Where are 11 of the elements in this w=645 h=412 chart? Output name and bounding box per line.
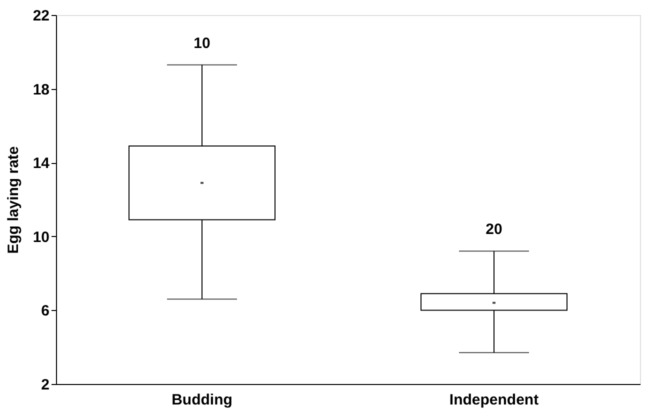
x-tick-label: Budding <box>172 392 232 408</box>
annotation: 10 <box>194 34 210 52</box>
y-axis-title: Egg laying rate <box>4 146 22 254</box>
x-tick-label: Independent <box>449 392 539 408</box>
y-tick-label: 22 <box>32 8 50 24</box>
y-tick-label: 6 <box>41 302 50 320</box>
y-tick-label: 2 <box>41 376 50 394</box>
y-tick-label: 18 <box>32 81 50 98</box>
y-tick-label: 14 <box>32 155 50 172</box>
y-tick-label: 10 <box>32 228 50 246</box>
annotation: 20 <box>486 221 502 238</box>
